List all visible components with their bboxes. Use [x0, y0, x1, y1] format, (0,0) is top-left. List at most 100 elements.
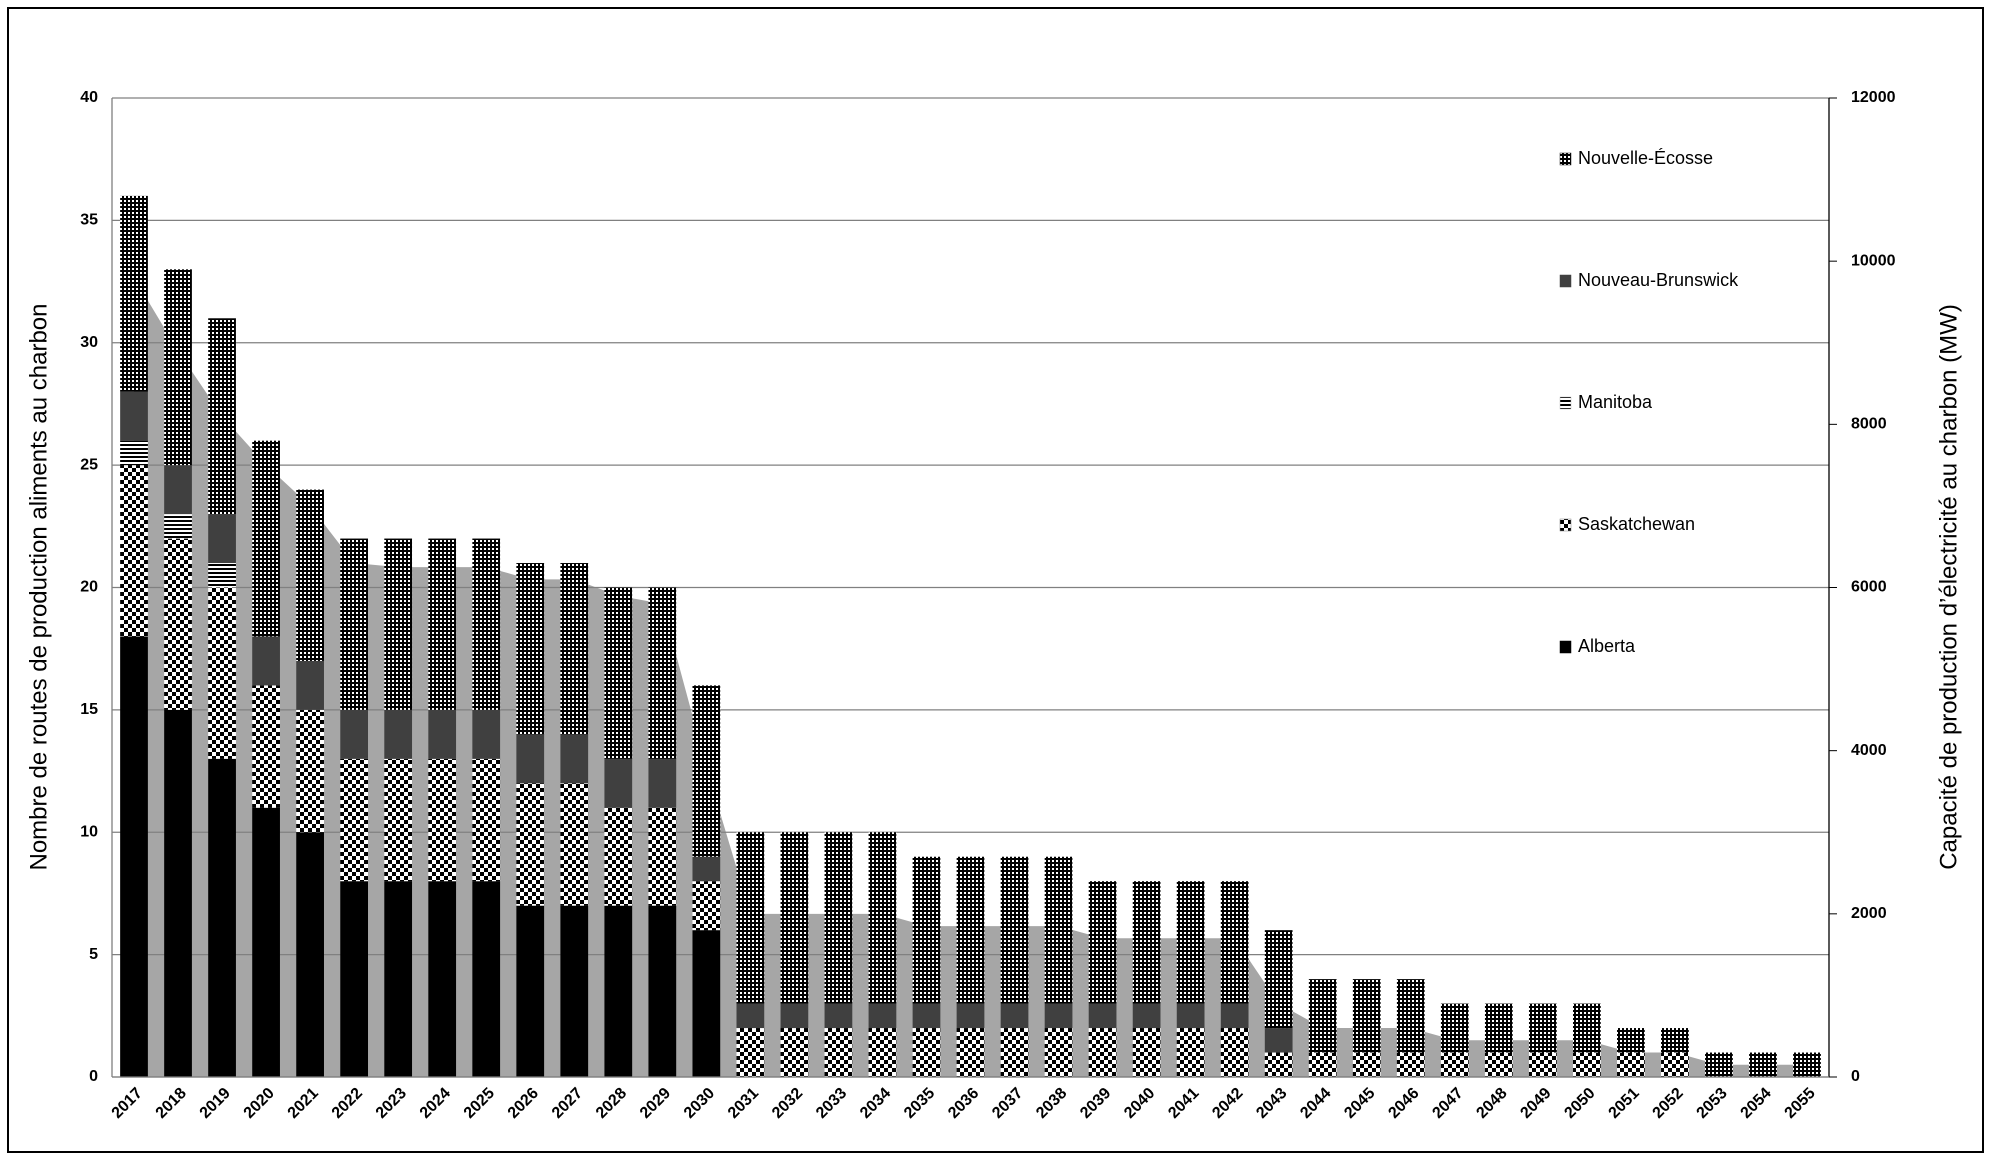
- x-tick-label: 2054: [1738, 1085, 1775, 1122]
- y-tick-label: 5: [89, 946, 98, 963]
- bar-segment: [1440, 1052, 1469, 1077]
- bar-segment: [736, 1028, 765, 1077]
- bar-segment: [560, 734, 589, 784]
- bar-segment: [472, 881, 501, 1077]
- bar-segment: [340, 758, 369, 882]
- bar-segment: [1176, 1028, 1205, 1077]
- bar-segment: [1528, 1052, 1557, 1077]
- bar-segment: [1264, 1052, 1293, 1077]
- bar-segment: [648, 807, 677, 906]
- bar-segment: [1000, 856, 1029, 1004]
- x-tick-label: 2039: [1077, 1085, 1114, 1122]
- bar-segment: [780, 1003, 809, 1029]
- bar-segment: [956, 1003, 985, 1029]
- bar-segment: [1000, 1003, 1029, 1029]
- bar-segment: [516, 905, 545, 1077]
- legend-swatch: [1559, 396, 1572, 410]
- bar-segment: [1352, 1052, 1381, 1077]
- bar-segment: [1308, 1052, 1337, 1077]
- x-tick-label: 2052: [1650, 1085, 1687, 1122]
- bar-segment: [1132, 1028, 1161, 1077]
- x-tick-label: 2019: [197, 1085, 234, 1122]
- legend-swatch: [1559, 152, 1572, 166]
- bar-segment: [120, 465, 148, 637]
- bar-segment: [1044, 856, 1073, 1004]
- bar-segment: [208, 563, 236, 588]
- y2-tick-label: 4000: [1851, 742, 1887, 759]
- y-tick-label: 35: [80, 212, 98, 229]
- bar-segment: [384, 881, 413, 1077]
- bar-segment: [1088, 1003, 1117, 1029]
- bar-segment: [1528, 1003, 1557, 1053]
- bar-segment: [1617, 1028, 1645, 1053]
- y-tick-label: 40: [80, 89, 98, 106]
- y-tick-label: 30: [80, 334, 98, 351]
- bar-segment: [428, 538, 457, 710]
- bar-segment: [208, 758, 236, 1077]
- bar-segment: [516, 783, 545, 906]
- bar-segment: [472, 538, 501, 710]
- bar-segment: [428, 758, 457, 882]
- bar-segment: [208, 514, 236, 564]
- bar-segment: [1044, 1003, 1073, 1029]
- y-tick-label: 0: [89, 1068, 98, 1085]
- bar-segment: [1617, 1052, 1645, 1077]
- bar-segment: [1088, 881, 1117, 1004]
- legend-swatch: [1559, 640, 1572, 654]
- bar-segment: [296, 709, 324, 833]
- y-axis-title: Nombre de routes de production aliments …: [25, 304, 52, 871]
- legend-label: Saskatchewan: [1578, 514, 1695, 534]
- x-tick-label: 2023: [373, 1085, 410, 1122]
- bar-segment: [560, 783, 589, 906]
- legend-label: Manitoba: [1578, 392, 1653, 412]
- bar-segment: [164, 538, 192, 710]
- legend-swatch: [1559, 518, 1572, 532]
- bar-segment: [516, 563, 545, 735]
- bar-segment: [516, 734, 545, 784]
- bar-segment: [780, 1028, 809, 1077]
- bar-segment: [1396, 1052, 1425, 1077]
- x-tick-label: 2017: [109, 1085, 146, 1122]
- bar-segment: [1308, 979, 1337, 1053]
- x-tick-label: 2046: [1385, 1085, 1422, 1122]
- x-tick-label: 2028: [593, 1085, 630, 1122]
- bar-segment: [472, 758, 501, 882]
- bar-segment: [912, 1028, 941, 1077]
- x-tick-label: 2018: [153, 1085, 190, 1122]
- x-tick-label: 2044: [1297, 1085, 1334, 1122]
- bar-segment: [648, 905, 677, 1077]
- bar-segment: [604, 905, 633, 1077]
- x-tick-label: 2051: [1606, 1085, 1643, 1122]
- bar-segment: [824, 832, 853, 1004]
- x-tick-label: 2025: [461, 1085, 498, 1122]
- x-tick-label: 2022: [329, 1085, 366, 1122]
- bar-segment: [1132, 881, 1161, 1004]
- bar-segment: [868, 832, 897, 1004]
- y2-tick-label: 6000: [1851, 579, 1887, 596]
- bar-segment: [912, 1003, 941, 1029]
- x-tick-label: 2045: [1341, 1085, 1378, 1122]
- bar-segment: [164, 514, 192, 539]
- y-tick-label: 15: [80, 701, 98, 718]
- x-tick-label: 2020: [241, 1085, 278, 1122]
- legend-label: Alberta: [1578, 636, 1636, 656]
- bar-segment: [296, 660, 324, 710]
- bar-segment: [340, 538, 369, 710]
- y-tick-label: 25: [80, 456, 98, 473]
- bar-segment: [736, 832, 765, 1004]
- bar-segment: [1264, 930, 1293, 1029]
- x-tick-label: 2032: [769, 1085, 806, 1122]
- y-tick-label: 20: [80, 579, 98, 596]
- bar-segment: [648, 758, 677, 808]
- x-tick-label: 2040: [1121, 1085, 1158, 1122]
- bar-segment: [1352, 979, 1381, 1053]
- x-tick-label: 2021: [285, 1085, 322, 1122]
- bar-segment: [120, 636, 148, 1077]
- x-tick-label: 2053: [1694, 1085, 1731, 1122]
- x-tick-label: 2049: [1517, 1085, 1554, 1122]
- bar-segment: [824, 1003, 853, 1029]
- bar-segment: [648, 587, 677, 759]
- y2-tick-label: 10000: [1851, 252, 1896, 269]
- bar-segment: [868, 1003, 897, 1029]
